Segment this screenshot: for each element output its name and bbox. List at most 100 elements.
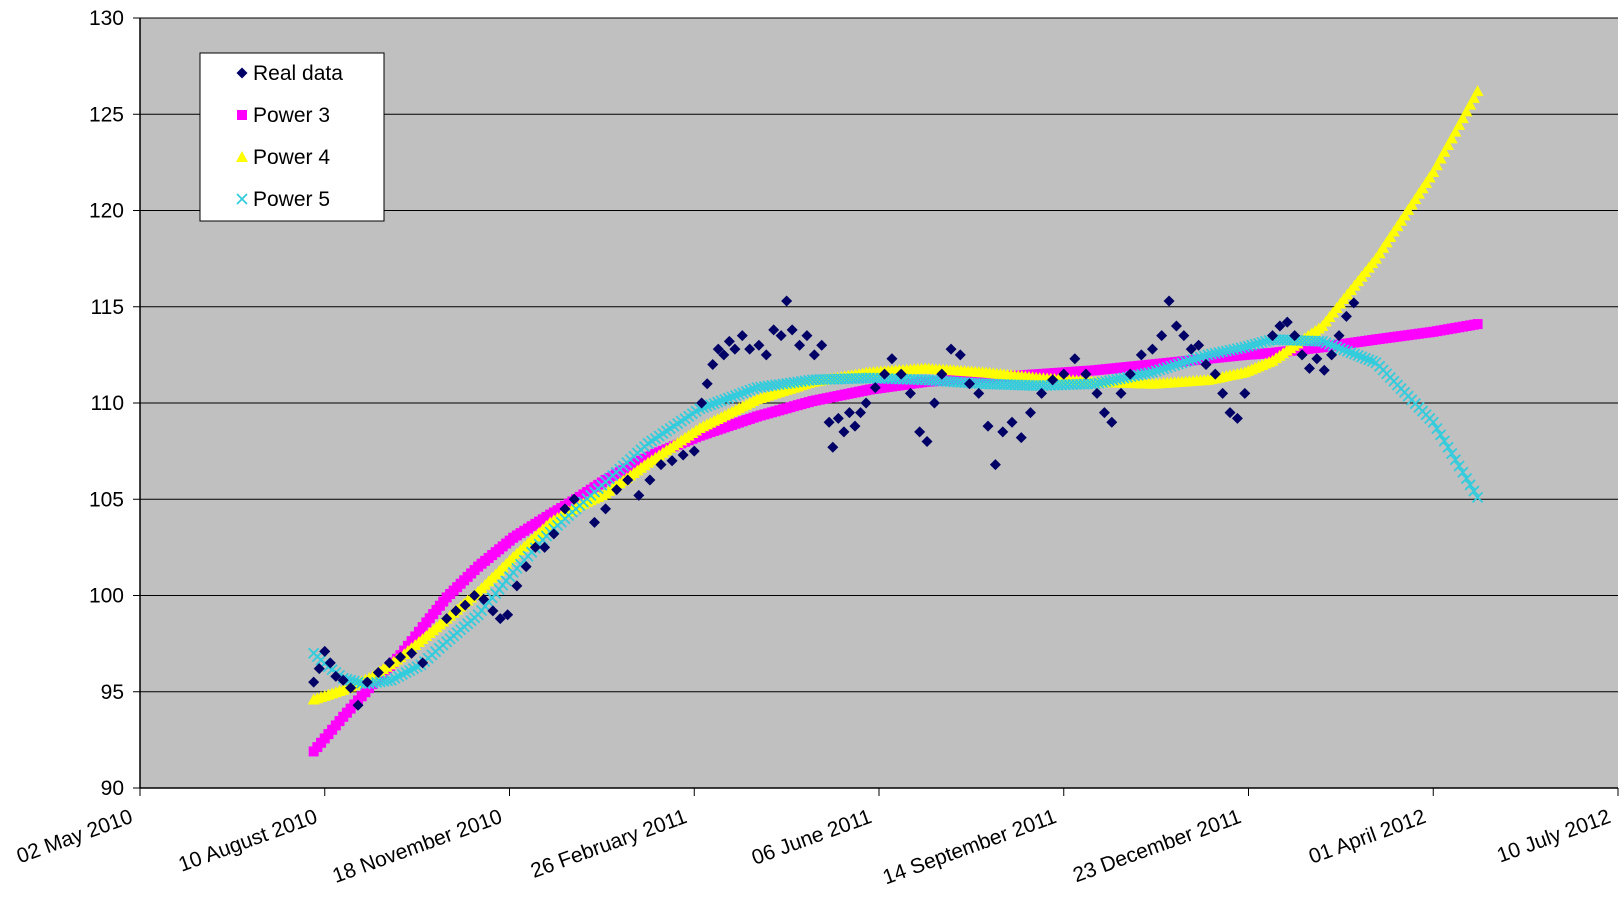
fit-point-stroke — [1150, 365, 1162, 377]
data-point — [548, 528, 560, 540]
fit-point — [1187, 353, 1199, 366]
fit-point-stroke — [1191, 352, 1203, 364]
fit-point-stroke — [1341, 345, 1354, 357]
data-point — [729, 343, 741, 355]
fit-point — [1157, 363, 1170, 375]
data-point — [383, 657, 395, 669]
data-point — [319, 645, 331, 657]
data-point — [936, 368, 948, 380]
fit-point-stroke — [1205, 348, 1218, 360]
data-point — [1318, 364, 1330, 376]
fit-point-stroke — [1143, 367, 1155, 379]
fit-point — [1431, 422, 1443, 435]
fit-point-stroke — [378, 675, 390, 687]
fit-point — [740, 385, 752, 398]
fit-point-stroke — [747, 383, 760, 395]
fit-point-stroke — [1249, 338, 1261, 350]
x-tick-label: 23 December 2011 — [1070, 805, 1244, 887]
data-point — [786, 324, 798, 336]
data-point — [760, 349, 772, 361]
fit-point-stroke — [1366, 355, 1379, 367]
x-tick-label: 18 November 2010 — [329, 805, 505, 888]
fit-point-stroke — [1224, 344, 1236, 356]
fit-point — [1172, 358, 1184, 370]
data-point — [816, 339, 828, 351]
fit-point-stroke — [1110, 373, 1123, 386]
y-tick-label: 105 — [89, 488, 124, 511]
fit-point — [1457, 466, 1469, 478]
fit-point — [1194, 351, 1207, 363]
fit-point-stroke — [769, 379, 782, 391]
data-point — [718, 349, 730, 361]
data-point — [655, 459, 667, 471]
data-point — [1185, 343, 1197, 355]
fit-point-stroke — [773, 378, 785, 391]
data-point — [459, 599, 471, 611]
fit-point — [1438, 145, 1451, 157]
data-point — [1333, 330, 1345, 342]
fit-point-stroke — [1103, 375, 1116, 387]
fit-point — [1468, 485, 1480, 497]
data-point — [308, 676, 320, 688]
fit-point-stroke — [1320, 337, 1332, 349]
fit-point — [1345, 347, 1357, 359]
data-point — [1200, 359, 1212, 370]
fit-point-stroke — [766, 379, 778, 392]
fit-point-stroke — [777, 378, 789, 390]
data-point — [1047, 374, 1059, 386]
x-tick-label: 10 July 2012 — [1494, 805, 1614, 867]
fit-point — [1176, 357, 1188, 369]
legend-label: Power 5 — [253, 188, 330, 211]
fit-point — [1464, 98, 1477, 110]
fit-point-stroke — [1338, 344, 1350, 356]
data-point — [849, 420, 861, 432]
data-point — [345, 682, 357, 694]
data-point — [1224, 407, 1236, 419]
data-point — [1135, 349, 1147, 361]
data-point — [1091, 387, 1103, 399]
fit-point-stroke — [1194, 351, 1207, 363]
data-point — [855, 407, 867, 419]
fit-point — [1464, 479, 1476, 491]
fit-point-stroke — [1323, 338, 1336, 350]
fit-point-stroke — [1198, 350, 1210, 362]
data-point — [1178, 330, 1190, 342]
data-point — [744, 343, 756, 355]
data-point — [352, 699, 364, 711]
fit-point-stroke — [1246, 339, 1258, 351]
fit-point-stroke — [1093, 377, 1105, 389]
legend-marker-stroke — [236, 193, 248, 205]
data-point — [1193, 339, 1205, 351]
data-point — [827, 441, 839, 453]
fit-point — [1183, 355, 1196, 367]
series-power-4 — [307, 85, 1484, 705]
fit-point-stroke — [1316, 335, 1329, 348]
fit-point-stroke — [729, 389, 742, 402]
fit-point — [1449, 454, 1462, 466]
fit-point-stroke — [1457, 466, 1469, 478]
fit-point — [1427, 166, 1440, 177]
fit-point-stroke — [697, 401, 710, 414]
fit-point-stroke — [1359, 352, 1371, 364]
fit-point-stroke — [1352, 349, 1364, 362]
data-point — [1015, 432, 1027, 444]
fit-point-stroke — [1345, 347, 1357, 359]
fit-point — [1460, 472, 1473, 485]
fit-point — [1442, 441, 1454, 453]
data-point — [1156, 330, 1168, 342]
data-point — [568, 493, 580, 505]
fit-point-stroke — [1431, 422, 1443, 435]
data-point — [753, 339, 765, 351]
data-point — [361, 676, 373, 688]
fit-point — [381, 675, 394, 687]
data-point — [502, 609, 514, 621]
series-power-5 — [308, 333, 1484, 690]
fit-point-stroke — [1168, 359, 1181, 371]
fit-point-stroke — [1235, 342, 1247, 354]
data-point — [1281, 316, 1293, 328]
fit-point-stroke — [733, 388, 745, 400]
data-point — [1036, 387, 1048, 399]
fit-point — [1334, 342, 1346, 355]
data-point — [843, 407, 855, 419]
y-tick-label: 120 — [89, 200, 124, 223]
